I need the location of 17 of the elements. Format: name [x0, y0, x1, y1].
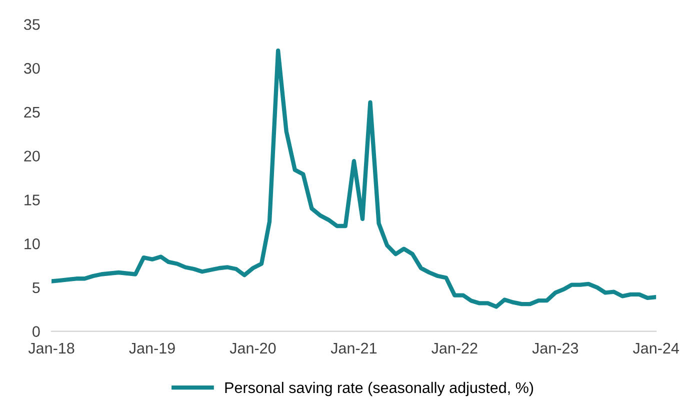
y-tick-label: 25 — [24, 106, 40, 118]
x-tick-label: Jan-21 — [330, 342, 377, 354]
y-tick-label: 30 — [24, 62, 40, 74]
y-tick-label: 10 — [24, 238, 40, 250]
y-tick-label: 15 — [24, 194, 40, 206]
x-tick-label: Jan-24 — [632, 342, 679, 354]
x-tick-label: Jan-20 — [230, 342, 276, 354]
x-tick-label: Jan-23 — [532, 342, 578, 354]
y-tick-label: 35 — [24, 19, 40, 30]
line-series — [52, 48, 656, 309]
x-tick-label: Jan-22 — [432, 342, 478, 354]
legend-label: Personal saving rate (seasonally adjusted, %) — [225, 382, 534, 396]
y-tick-label: 5 — [32, 282, 40, 294]
y-tick-label: 0 — [32, 326, 40, 337]
x-tick-label: Jan-18 — [28, 342, 74, 354]
y-tick-label: 20 — [24, 150, 40, 162]
x-tick-label: Jan-19 — [129, 342, 175, 354]
